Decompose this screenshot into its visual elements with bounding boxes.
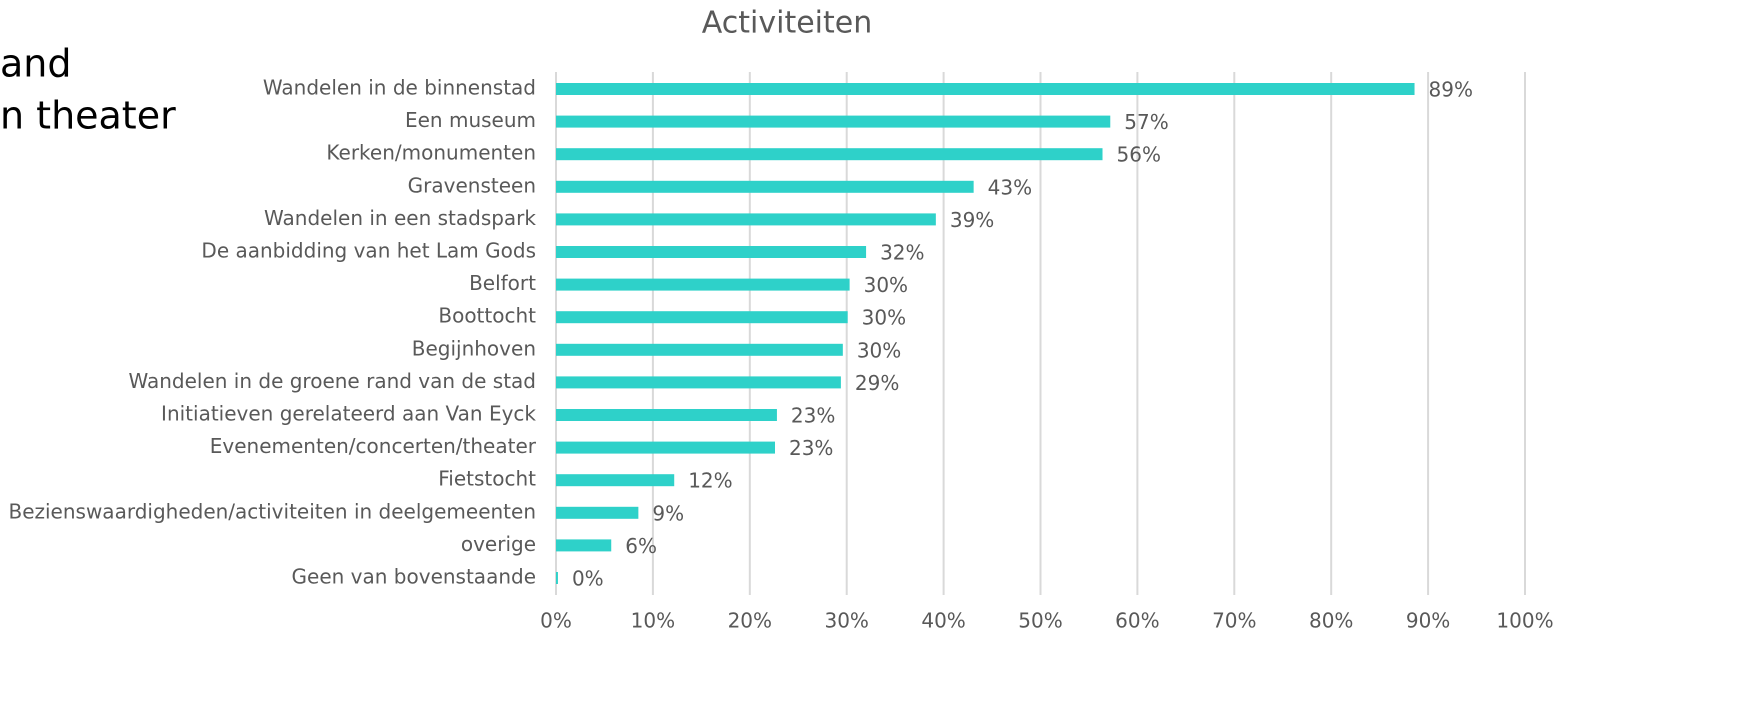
bar bbox=[556, 343, 843, 356]
value-label: 23% bbox=[791, 404, 835, 428]
y-tick-label: Een museum bbox=[405, 108, 536, 132]
y-tick-label: Wandelen in de binnenstad bbox=[263, 76, 536, 100]
x-tick-label: 80% bbox=[1309, 609, 1353, 633]
y-tick-label: Bezienswaardigheden/activiteiten in deel… bbox=[8, 499, 536, 523]
x-tick-label: 10% bbox=[631, 609, 675, 633]
y-tick-label: Geen van bovenstaande bbox=[292, 565, 536, 589]
y-tick-label: Wandelen in de groene rand van de stad bbox=[128, 369, 536, 393]
bar bbox=[556, 115, 1111, 128]
value-label: 39% bbox=[950, 208, 994, 232]
bar bbox=[556, 148, 1103, 161]
x-tick-label: 30% bbox=[824, 609, 868, 633]
y-tick-label: Wandelen in een stadspark bbox=[264, 206, 536, 230]
bar bbox=[556, 180, 974, 193]
value-label: 30% bbox=[857, 338, 901, 362]
y-tick-label: Belfort bbox=[469, 271, 536, 295]
y-tick-label: Kerken/monumenten bbox=[326, 141, 536, 165]
x-tick-label: 40% bbox=[921, 609, 965, 633]
y-tick-label: Begijnhoven bbox=[412, 336, 536, 360]
value-label: 56% bbox=[1117, 143, 1161, 167]
bar bbox=[556, 441, 775, 454]
chart-title: Activiteiten bbox=[702, 6, 872, 41]
x-tick-label: 50% bbox=[1018, 609, 1062, 633]
value-label: 32% bbox=[880, 241, 924, 265]
bar bbox=[556, 474, 675, 487]
y-tick-label: De aanbidding van het Lam Gods bbox=[201, 239, 536, 263]
bar bbox=[556, 278, 850, 291]
bar bbox=[556, 246, 867, 258]
value-label: 6% bbox=[625, 534, 657, 558]
value-label: 89% bbox=[1429, 78, 1473, 102]
value-label: 57% bbox=[1124, 110, 1168, 134]
bar bbox=[556, 83, 1415, 95]
value-label: 30% bbox=[862, 306, 906, 330]
value-label: 23% bbox=[789, 436, 833, 460]
value-label: 12% bbox=[688, 469, 732, 493]
value-label: 43% bbox=[988, 175, 1032, 199]
value-label: 29% bbox=[855, 371, 899, 395]
bar bbox=[556, 311, 848, 324]
x-tick-label: 20% bbox=[728, 609, 772, 633]
bar bbox=[556, 409, 777, 421]
x-tick-label: 90% bbox=[1406, 609, 1450, 633]
x-tick-label: 70% bbox=[1212, 609, 1256, 633]
y-tick-label: overige bbox=[461, 532, 536, 556]
x-tick-label: 60% bbox=[1115, 609, 1159, 633]
y-tick-label: Initiatieven gerelateerd aan Van Eyck bbox=[161, 402, 536, 426]
bar bbox=[556, 572, 558, 584]
y-tick-label: Evenementen/concerten/theater bbox=[210, 434, 537, 458]
value-label: 0% bbox=[572, 567, 604, 591]
x-tick-label: 100% bbox=[1496, 609, 1553, 633]
bar bbox=[556, 539, 612, 552]
value-label: 30% bbox=[864, 273, 908, 297]
bar bbox=[556, 376, 841, 389]
y-tick-label: Fietstocht bbox=[438, 467, 536, 491]
bar bbox=[556, 506, 639, 519]
y-tick-label: Gravensteen bbox=[408, 173, 536, 197]
x-tick-label: 0% bbox=[540, 609, 572, 633]
value-label: 9% bbox=[652, 501, 684, 525]
y-tick-label: Boottocht bbox=[438, 304, 536, 328]
side-text: and bbox=[0, 42, 72, 86]
side-text: n theater bbox=[0, 94, 176, 138]
bar bbox=[556, 213, 936, 226]
